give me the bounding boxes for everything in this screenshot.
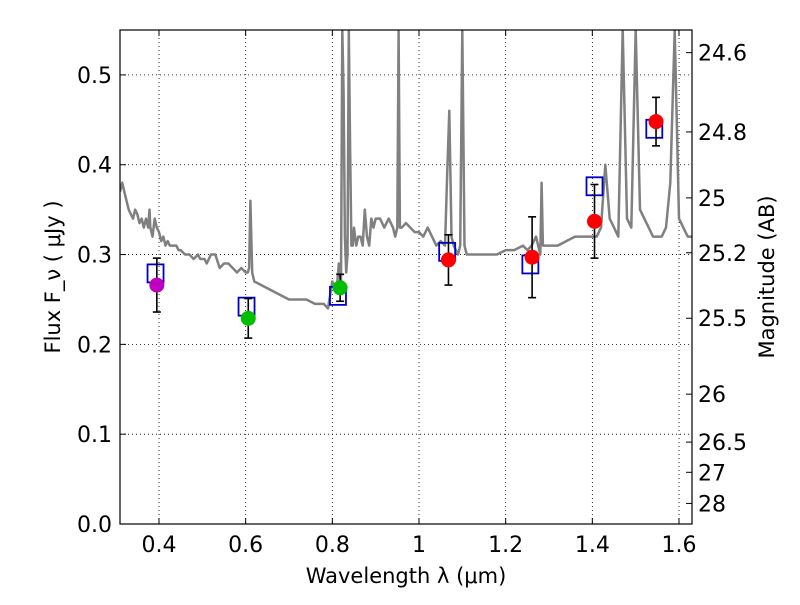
x-tick-label: 1.2	[488, 533, 523, 558]
y2-tick-label: 24.8	[698, 121, 747, 146]
x-tick-label: 1.6	[662, 533, 697, 558]
y2-tick-label: 25.5	[698, 307, 747, 332]
y2-tick-label: 26.5	[698, 431, 747, 456]
x-tick-label: 0.4	[142, 533, 177, 558]
photometry-point	[587, 213, 602, 229]
photometry-point	[440, 252, 456, 268]
x-axis-title: Wavelength λ (μm)	[306, 564, 507, 588]
photometry-point	[149, 277, 165, 293]
y2-tick-label: 25.2	[698, 242, 747, 267]
y-axis-title: Flux F_ν ( μJy )	[41, 200, 66, 353]
grid	[120, 30, 692, 525]
photometry-point	[524, 249, 540, 265]
y-tick-label: 0.3	[77, 244, 112, 269]
y2-axis-title: Magnitude (AB)	[755, 195, 779, 358]
y2-tick-label: 25	[698, 187, 726, 212]
y2-tick-label: 24.6	[698, 42, 747, 67]
plot-frame	[119, 29, 693, 525]
photometry-point	[332, 280, 348, 296]
x-tick-label: 1	[412, 533, 426, 558]
y2-tick-label: 27	[698, 461, 726, 486]
photometry-point	[240, 310, 256, 326]
y-tick-label: 0.2	[77, 333, 112, 358]
x-tick-label: 0.8	[315, 533, 350, 558]
y2-tick-label: 28	[698, 492, 726, 517]
plot-area	[120, 30, 692, 339]
template-spectrum-line	[120, 30, 692, 310]
y-tick-label: 0.5	[77, 64, 112, 89]
y-tick-label: 0.1	[77, 423, 112, 448]
y2-tick-label: 26	[698, 383, 726, 408]
x-tick-label: 1.4	[575, 533, 610, 558]
y-tick-label: 0.4	[77, 154, 112, 179]
photometry-point	[648, 114, 664, 130]
axes: 0.4 0.6 0.8 1 1.2 1.4 1.6 0.0 0.1 0.2 0.3 0.4 0.5 24.…	[77, 29, 747, 558]
x-tick-label: 0.6	[228, 533, 263, 558]
y-tick-label: 0.0	[77, 513, 112, 538]
